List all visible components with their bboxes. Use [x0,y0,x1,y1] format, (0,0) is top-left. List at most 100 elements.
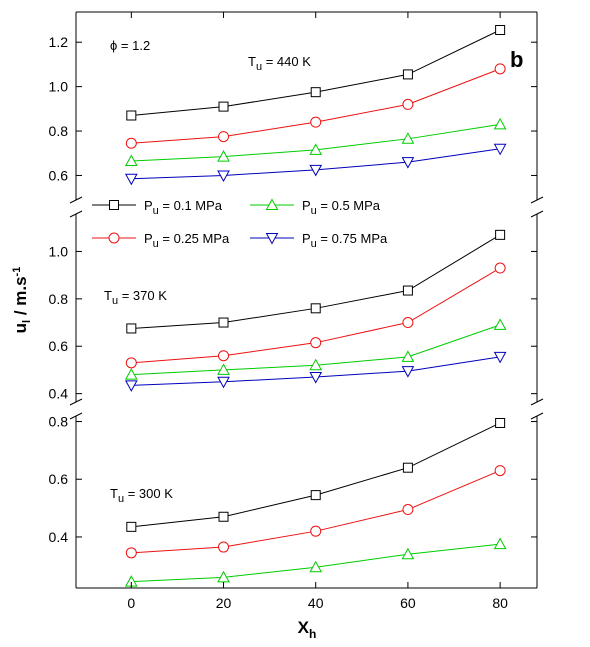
axis-break-mark [69,412,83,420]
square-marker [126,521,137,532]
series-line [131,123,501,162]
triangle-up-marker [217,570,230,583]
y-tick-label: 0.6 [49,471,69,487]
circle-marker [310,525,322,537]
legend-label: Pu = 0.25 MPa [144,231,230,250]
triangle-down-marker [493,351,507,364]
circle-marker [494,63,506,75]
square-marker [218,317,229,328]
triangle-up-marker [493,537,507,550]
square-marker [126,323,137,334]
triangle-up-marker [124,368,138,380]
axis-break-mark [530,412,544,420]
triangle-up-marker [309,560,323,573]
triangle-up-marker [217,363,230,375]
y-tick-label: 0.4 [49,386,69,402]
square-marker [310,303,321,314]
circle-marker [494,262,506,274]
axis-break-mark [530,398,544,406]
y-tick-label: 0.8 [49,291,69,307]
series-line [131,470,501,554]
circle-marker [125,357,137,369]
axis-break-mark [69,398,83,406]
triangle-down-marker [124,380,138,392]
square-marker [218,101,229,112]
legend-label: Pu = 0.5 MPa [302,198,381,217]
legend-item: Pu = 0.75 MPa [250,231,388,250]
triangle-down-marker [401,157,415,169]
panel-letter-label: b [510,47,523,72]
triangle-down-marker [493,143,507,156]
y-tick-label: 0.4 [49,529,69,545]
x-tick-label: 0 [127,595,135,611]
square-marker [109,200,119,210]
y-tick-label: 1.0 [49,243,69,259]
legend-item: Pu = 0.5 MPa [250,198,381,217]
triangle-down-marker [309,164,323,177]
circle-marker [310,116,322,128]
y-tick-label: 0.8 [49,123,69,139]
panel-2: 0.4 0.6 0.8 1.0 Tu = 370 K [49,229,537,402]
triangle-up-marker [309,358,323,371]
legend: Pu = 0.1 MPa Pu = 0.5 MPa Pu = 0.25 MPa Pu … [92,198,388,250]
circle-marker [125,547,137,559]
triangle-down-marker [309,372,323,384]
y-axis-title: ul / m.s-1 [11,267,33,334]
triangle-up-marker [217,150,230,162]
triangle-up-marker [493,117,507,130]
panel-temperature-label: Tu = 300 K [110,486,173,505]
x-tick-label: 60 [400,595,416,611]
triangle-up-marker [401,350,415,362]
y-tick-label: 0.6 [49,338,69,354]
y-tick-label: 1.2 [49,34,69,50]
annotations: ϕ = 1.2 b [110,38,523,72]
x-tick-label: 80 [492,595,508,611]
triangle-up-marker [265,198,279,210]
triangle-down-marker [217,376,230,389]
triangle-up-marker [309,143,323,155]
axis-break-mark [69,210,83,218]
x-axis-title: Xh [298,618,317,641]
plot-panels: 0.6 0.8 1.0 1.2 Tu = 440 K 0.4 0.6 0.8 1.0 Tu = 3… [49,24,537,587]
square-marker [495,24,506,35]
circle-marker [218,541,230,553]
x-axis: 0 20 40 60 80 Xh ul / m.s-1 [11,12,508,641]
x-tick-label: 20 [216,595,232,611]
circle-marker [402,317,414,329]
square-marker [402,462,413,473]
triangle-up-marker [493,318,507,330]
circle-marker [125,137,137,149]
square-marker [126,110,137,121]
triangle-down-marker [265,233,279,245]
circle-marker [108,232,120,244]
square-marker [310,490,321,501]
triangle-down-marker [217,170,230,182]
series-line [131,68,501,144]
triangle-up-marker [124,154,138,167]
square-marker [402,285,413,296]
phi-label: ϕ = 1.2 [110,38,150,53]
panel-temperature-label: Tu = 440 K [248,54,311,73]
circle-marker [494,465,506,477]
axis-break-mark [530,196,544,204]
legend-item: Pu = 0.1 MPa [92,198,223,217]
series-line [131,29,501,116]
panel-3: 0.4 0.6 0.8 Tu = 300 K [49,414,537,587]
panel-1: 0.6 0.8 1.0 1.2 Tu = 440 K [49,24,537,186]
axis-break-mark [530,210,544,218]
panel-temperature-label: Tu = 370 K [104,288,167,307]
circle-marker [218,131,230,143]
plot-frame [69,11,544,589]
legend-label: Pu = 0.75 MPa [302,231,388,250]
series-line [131,422,501,528]
circle-marker [402,98,414,110]
triangle-up-marker [401,547,415,560]
square-marker [495,229,506,240]
square-marker [310,87,321,98]
series-line [131,267,501,364]
circle-marker [218,350,230,362]
square-marker [402,69,413,80]
circle-marker [310,337,322,349]
square-marker [495,417,506,428]
